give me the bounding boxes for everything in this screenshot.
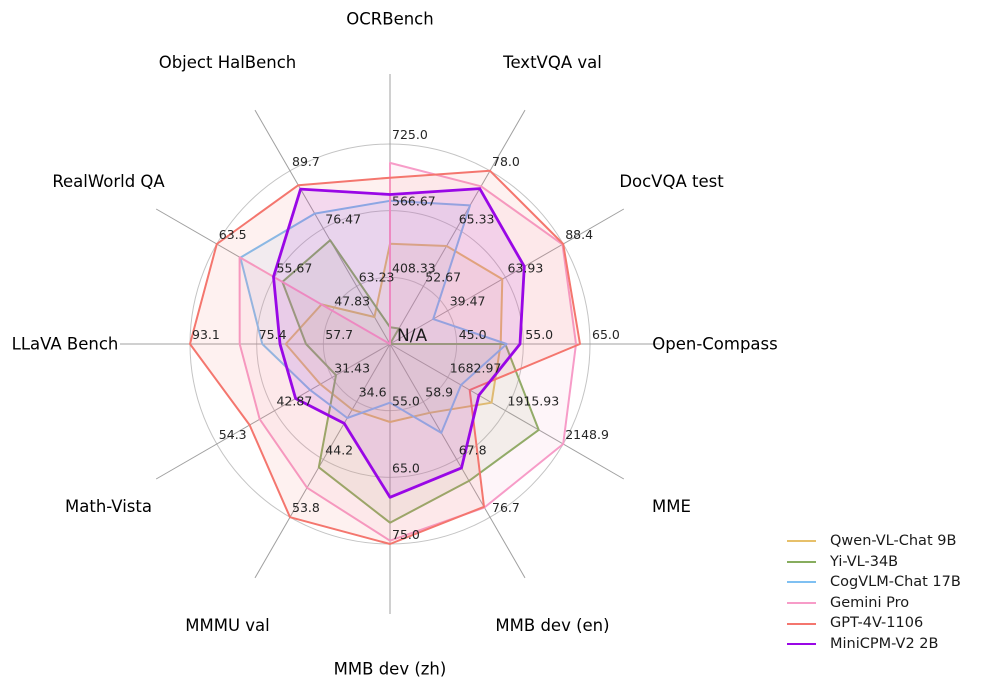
legend-swatch-qwen-vl-chat-9b	[787, 540, 816, 543]
tick-label-mmmu-val-2: 53.8	[292, 500, 320, 515]
tick-label-mme-2: 2148.9	[565, 427, 609, 442]
axis-title-ocrbench: OCRBench	[346, 10, 433, 29]
tick-label-ocrbench-2: 725.0	[392, 127, 428, 142]
axis-spoke-object-halbench	[254, 109, 391, 345]
tick-label-mmb-dev-zh-2: 75.0	[392, 527, 420, 542]
legend-item-qwen-vl-chat-9b: Qwen-VL-Chat 9B	[787, 531, 961, 552]
legend-swatch-minicpm-v2-2b	[787, 643, 816, 646]
tick-label-docvqa-test-0: 39.47	[450, 294, 486, 309]
tick-label-docvqa-test-1: 63.93	[508, 260, 544, 275]
axis-spoke-math-vista	[155, 343, 391, 480]
tick-label-open-compass-1: 55.0	[525, 327, 553, 342]
tick-label-mmb-dev-en-1: 67.8	[459, 443, 487, 458]
center-na-label: N/A	[397, 326, 427, 346]
axis-title-textvqa-val: TextVQA val	[502, 53, 602, 72]
tick-label-mme-0: 1682.97	[450, 360, 502, 375]
tick-label-object-halbench-0: 63.23	[359, 269, 395, 284]
tick-label-mmb-dev-zh-1: 65.0	[392, 460, 420, 475]
legend-item-gemini-pro: Gemini Pro	[787, 593, 961, 614]
axis-title-math-vista: Math-Vista	[65, 497, 152, 516]
legend: Qwen-VL-Chat 9B Yi-VL-34B CogVLM-Chat 17B G…	[787, 531, 961, 655]
legend-item-cogvlm-chat-17b: CogVLM-Chat 17B	[787, 572, 961, 593]
tick-label-textvqa-val-0: 52.67	[425, 269, 461, 284]
legend-label-minicpm-v2-2b: MiniCPM-V2 2B	[830, 635, 939, 652]
tick-label-realworld-qa-2: 63.5	[219, 227, 247, 242]
axis-spoke-mmb-dev-en	[389, 343, 526, 579]
axis-title-mme: MME	[652, 497, 691, 516]
tick-label-math-vista-1: 42.87	[277, 394, 313, 409]
axis-spoke-textvqa-val	[389, 109, 526, 345]
tick-label-realworld-qa-1: 55.67	[277, 260, 313, 275]
tick-label-mmb-dev-en-0: 58.9	[425, 385, 453, 400]
tick-label-math-vista-2: 54.3	[219, 427, 247, 442]
legend-label-cogvlm-chat-17b: CogVLM-Chat 17B	[830, 574, 961, 591]
legend-swatch-gpt-4v-1106	[787, 622, 816, 625]
axis-title-object-halbench: Object HalBench	[159, 53, 297, 72]
tick-label-mmb-dev-zh-0: 55.0	[392, 394, 420, 409]
tick-label-ocrbench-0: 408.33	[392, 260, 436, 275]
tick-label-object-halbench-1: 76.47	[325, 212, 361, 227]
axis-title-docvqa-test: DocVQA test	[619, 172, 724, 191]
legend-label-yi-vl-34b: Yi-VL-34B	[830, 553, 899, 570]
tick-label-mmmu-val-0: 34.6	[359, 385, 387, 400]
axis-title-mmmu-val: MMMU val	[185, 616, 270, 635]
tick-label-open-compass-0: 45.0	[459, 327, 487, 342]
legend-item-minicpm-v2-2b: MiniCPM-V2 2B	[787, 634, 961, 655]
axis-title-mmb-dev-zh: MMB dev (zh)	[334, 660, 447, 679]
tick-label-llava-bench-2: 93.1	[192, 327, 220, 342]
tick-label-realworld-qa-0: 47.83	[334, 294, 370, 309]
axis-title-llava-bench: LLaVA Bench	[12, 335, 119, 354]
tick-label-textvqa-val-2: 78.0	[492, 154, 520, 169]
legend-item-gpt-4v-1106: GPT-4V-1106	[787, 613, 961, 634]
series-polygon-minicpm-v2-2b	[272, 187, 526, 499]
tick-label-open-compass-2: 65.0	[592, 327, 620, 342]
axis-spoke-docvqa-test	[389, 208, 625, 345]
tick-label-llava-bench-0: 57.7	[325, 327, 353, 342]
axis-title-mmb-dev-en: MMB dev (en)	[495, 616, 609, 635]
tick-label-math-vista-0: 31.43	[334, 360, 370, 375]
tick-label-mmb-dev-en-2: 76.7	[492, 500, 520, 515]
legend-label-gpt-4v-1106: GPT-4V-1106	[830, 615, 924, 632]
axis-spoke-mme	[389, 343, 625, 480]
series-polygon-gpt-4v-1106	[189, 169, 581, 545]
tick-label-ocrbench-1: 566.67	[392, 194, 436, 209]
legend-swatch-cogvlm-chat-17b	[787, 581, 816, 584]
legend-swatch-gemini-pro	[787, 602, 816, 605]
axis-title-open-compass: Open-Compass	[652, 335, 778, 354]
tick-label-mme-1: 1915.93	[508, 394, 560, 409]
legend-label-qwen-vl-chat-9b: Qwen-VL-Chat 9B	[830, 533, 957, 549]
legend-label-gemini-pro: Gemini Pro	[830, 594, 910, 611]
axis-spoke-mmmu-val	[254, 343, 391, 579]
tick-label-mmmu-val-1: 44.2	[325, 443, 353, 458]
tick-label-object-halbench-2: 89.7	[292, 154, 320, 169]
tick-label-textvqa-val-1: 65.33	[459, 212, 495, 227]
legend-swatch-yi-vl-34b	[787, 560, 816, 563]
axis-title-realworld-qa: RealWorld QA	[52, 172, 165, 191]
tick-label-llava-bench-1: 75.4	[259, 327, 287, 342]
tick-label-docvqa-test-2: 88.4	[565, 227, 593, 242]
legend-item-yi-vl-34b: Yi-VL-34B	[787, 552, 961, 573]
